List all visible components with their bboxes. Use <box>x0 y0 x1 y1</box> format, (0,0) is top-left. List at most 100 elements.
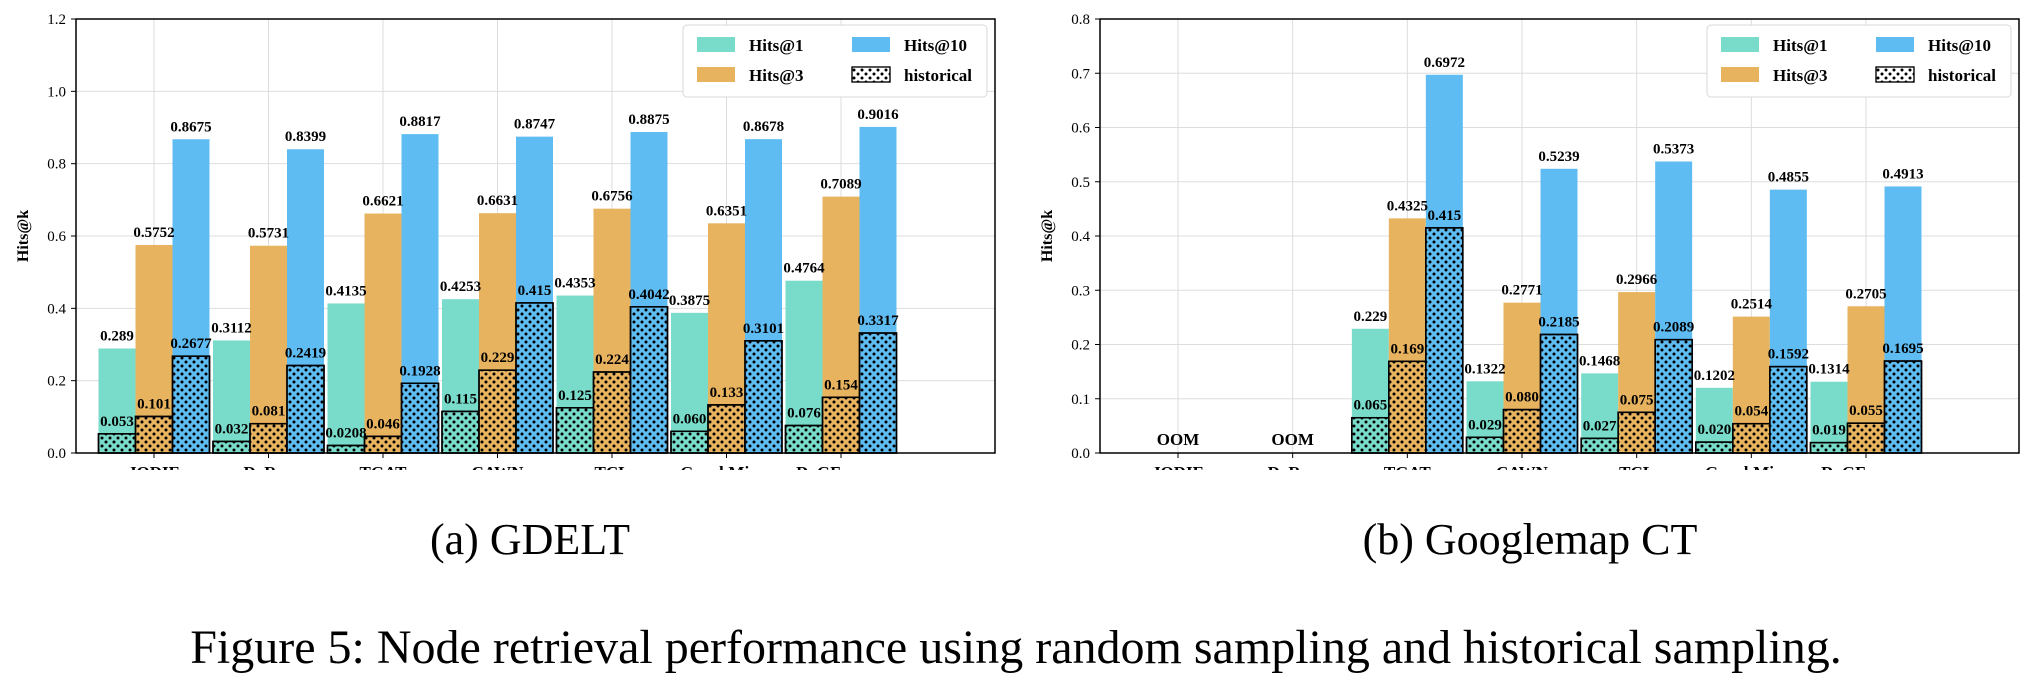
bar-historical-pattern-hits1-graphmixer <box>670 430 709 454</box>
annotation-jodie: OOM <box>1157 430 1200 449</box>
data-label-historical-hits1-graphmixer: 0.060 <box>673 411 707 427</box>
data-label-historical-hits3-tgat: 0.046 <box>366 416 400 432</box>
legend-swatch-pattern <box>1875 66 1915 83</box>
data-label-historical-hits3-tcl: 0.224 <box>595 352 629 368</box>
data-label-hits-10-cawn: 0.5239 <box>1538 149 1579 165</box>
data-label-hits-10-dygformer: 0.4913 <box>1882 166 1923 182</box>
annotation-dyrep: OOM <box>1271 430 1314 449</box>
bar-historical-pattern-hits10-cawn <box>1539 333 1579 454</box>
data-labels: 0.289 0.3112 0.4135 0.4253 0.4353 0.3875 0.476… <box>100 107 899 442</box>
x-tick-label-dyrep: DyRep <box>243 463 293 470</box>
bar-historical-pattern-hits10-tcl <box>629 306 669 454</box>
data-label-historical-hits3-tgat: 0.169 <box>1390 341 1424 357</box>
legend: Hits@1 Hits@10 Hits@3 historical <box>682 24 988 98</box>
bar-hits-1-tgat <box>327 303 365 453</box>
legend-box <box>682 24 988 98</box>
bar-historical-pattern-hits3-jodie <box>134 415 174 454</box>
data-label-historical-hits3-dygformer: 0.055 <box>1849 403 1883 419</box>
bar-historical-pattern-hits3-tgat <box>363 435 403 454</box>
bar-historical-pattern-hits1-tgat <box>1351 416 1390 454</box>
y-tick-label: 0.5 <box>1071 175 1090 191</box>
subcaption-a-tag: (a) <box>430 515 479 564</box>
bar-historical-pattern-hits1-dygformer <box>1809 441 1849 454</box>
bar-historical-pattern-hits10-jodie <box>171 355 211 454</box>
legend-label-historical: historical <box>1928 66 1996 85</box>
bar-historical-pattern-hits3-graphmixer <box>1732 422 1771 454</box>
data-label-hits-10-graphmixer: 0.4855 <box>1768 170 1809 186</box>
bar-historical-pattern-hits3-dyrep <box>249 422 288 454</box>
legend-label-hits-1: Hits@1 <box>749 36 804 55</box>
data-label-historical-hits1-dygformer: 0.019 <box>1812 423 1846 439</box>
y-tick-label: 0.0 <box>1071 446 1090 462</box>
legend-label-hits-3: Hits@3 <box>749 66 804 85</box>
bar-historical-pattern-hits3-cawn <box>1502 408 1542 454</box>
data-label-hits-1-dygformer: 0.4764 <box>783 261 825 277</box>
data-label-hits-10-cawn: 0.8747 <box>514 117 556 133</box>
data-label-hits-1-dygformer: 0.1314 <box>1808 362 1850 378</box>
data-label-historical-hits3-dyrep: 0.081 <box>252 404 286 420</box>
legend-label-historical: historical <box>904 66 972 85</box>
y-tick-label: 0.8 <box>1071 12 1090 28</box>
subcaption-a: (a) GDELT <box>180 510 880 570</box>
data-label-historical-hits3-tcl: 0.075 <box>1620 392 1654 408</box>
data-label-hits-3-tgat: 0.4325 <box>1387 198 1428 214</box>
x-tick-label-dyrep: DyRep <box>1268 463 1318 470</box>
data-label-hits-1-graphmixer: 0.3875 <box>669 293 710 309</box>
bars <box>1351 74 1923 454</box>
data-label-historical-hits1-tgat: 0.065 <box>1353 398 1387 414</box>
data-label-historical-hits10-cawn: 0.415 <box>518 283 552 299</box>
data-label-hits-10-jodie: 0.8675 <box>170 119 211 135</box>
y-tick-label: 0.1 <box>1071 392 1090 408</box>
bar-historical-pattern-hits1-tgat <box>326 444 366 454</box>
legend-label-hits-10: Hits@10 <box>904 36 967 55</box>
data-label-hits-10-dyrep: 0.8399 <box>285 129 326 145</box>
x-tick-label-tgat: TGAT <box>360 463 408 470</box>
x-axis-ticks: JODIE DyRep TGAT CAWN TCL GraphMixer DyGFormer <box>1152 453 1911 482</box>
data-label-historical-hits3-cawn: 0.080 <box>1505 390 1539 406</box>
bar-historical-pattern-hits1-tcl <box>1580 437 1619 454</box>
bar-hits-1-graphmixer <box>671 312 708 453</box>
data-label-hits-3-dyrep: 0.5731 <box>248 226 289 242</box>
y-tick-label: 0.4 <box>47 301 66 317</box>
data-label-historical-hits1-graphmixer: 0.020 <box>1697 422 1731 438</box>
data-label-historical-hits10-tcl: 0.4042 <box>628 287 669 303</box>
data-label-hits-1-jodie: 0.289 <box>100 328 134 344</box>
data-label-hits-3-graphmixer: 0.6351 <box>706 203 747 219</box>
data-label-historical-hits10-tgat: 0.1928 <box>399 363 440 379</box>
y-tick-label: 0.8 <box>47 157 66 173</box>
legend-box <box>1706 24 2012 98</box>
legend-label-hits-3: Hits@3 <box>1773 66 1828 85</box>
data-label-hits-3-tcl: 0.2966 <box>1616 272 1658 288</box>
data-label-historical-hits1-dyrep: 0.032 <box>215 421 249 437</box>
y-tick-label: 0.3 <box>1071 283 1090 299</box>
bar-historical-pattern-hits3-graphmixer <box>707 404 746 454</box>
data-label-hits-10-tgat: 0.8817 <box>399 114 441 130</box>
data-label-hits-1-dyrep: 0.3112 <box>211 320 251 336</box>
legend: Hits@1 Hits@10 Hits@3 historical <box>1706 24 2012 98</box>
bar-historical-pattern-hits3-dygformer <box>821 396 861 454</box>
x-tick-label-cawn: CAWN <box>1496 463 1549 470</box>
bar-historical-pattern-hits1-cawn <box>1465 436 1505 454</box>
bar-hits-1-dygformer <box>1810 381 1848 453</box>
x-tick-label-dygformer: DyGFormer <box>1821 463 1911 470</box>
legend-swatch-hits-3 <box>697 67 735 82</box>
y-tick-label: 0.7 <box>1071 66 1090 82</box>
subcaption-b-name: Googlemap CT <box>1424 515 1698 564</box>
data-label-historical-hits10-graphmixer: 0.1592 <box>1768 347 1809 363</box>
data-label-historical-hits10-graphmixer: 0.3101 <box>743 321 784 337</box>
data-label-hits-3-jodie: 0.5752 <box>133 225 174 241</box>
data-label-historical-hits3-cawn: 0.229 <box>481 350 515 366</box>
x-tick-label-jodie: JODIE <box>1152 463 1204 470</box>
x-tick-label-tcl: TCL <box>595 463 630 470</box>
data-label-historical-hits1-tcl: 0.027 <box>1583 418 1617 434</box>
data-label-hits-1-cawn: 0.4253 <box>440 279 481 295</box>
data-label-hits-10-dygformer: 0.9016 <box>857 107 899 123</box>
plot-frame <box>1099 18 2020 454</box>
x-tick-label-dygformer: DyGFormer <box>796 463 886 470</box>
data-label-hits-10-tcl: 0.5373 <box>1653 142 1694 158</box>
data-label-historical-hits10-dygformer: 0.1695 <box>1882 341 1923 357</box>
bar-hits-3-dyrep <box>250 245 287 453</box>
data-label-hits-1-tgat: 0.229 <box>1353 309 1387 325</box>
legend-label-hits-1: Hits@1 <box>1773 36 1828 55</box>
